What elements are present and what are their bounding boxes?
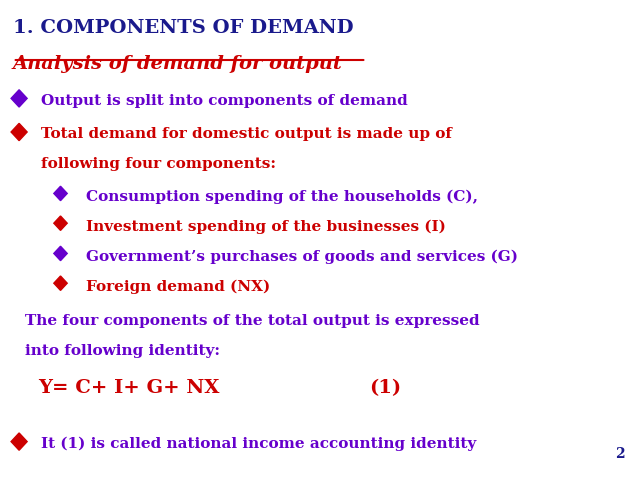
Polygon shape (11, 90, 27, 107)
Text: Foreign demand (NX): Foreign demand (NX) (86, 279, 270, 294)
Polygon shape (54, 186, 67, 201)
Text: The four components of the total output is expressed: The four components of the total output … (26, 314, 480, 328)
Text: 1. COMPONENTS OF DEMAND: 1. COMPONENTS OF DEMAND (13, 19, 353, 37)
Text: (1): (1) (369, 379, 402, 397)
Text: It (1) is called national income accounting identity: It (1) is called national income account… (42, 437, 477, 451)
Text: Total demand for domestic output is made up of: Total demand for domestic output is made… (42, 127, 452, 141)
Text: Y= C+ I+ G+ NX: Y= C+ I+ G+ NX (38, 379, 220, 397)
Polygon shape (54, 216, 67, 230)
Polygon shape (54, 276, 67, 290)
Text: Output is split into components of demand: Output is split into components of deman… (42, 94, 408, 108)
Polygon shape (11, 433, 27, 450)
Text: Analysis of demand for output: Analysis of demand for output (13, 55, 342, 73)
Text: 2: 2 (615, 447, 625, 461)
Text: following four components:: following four components: (42, 157, 276, 171)
Text: Investment spending of the businesses (I): Investment spending of the businesses (I… (86, 219, 446, 234)
Text: Government’s purchases of goods and services (G): Government’s purchases of goods and serv… (86, 250, 518, 264)
Polygon shape (11, 123, 27, 141)
Polygon shape (54, 246, 67, 261)
Text: into following identity:: into following identity: (26, 344, 221, 358)
Text: Consumption spending of the households (C),: Consumption spending of the households (… (86, 190, 478, 204)
